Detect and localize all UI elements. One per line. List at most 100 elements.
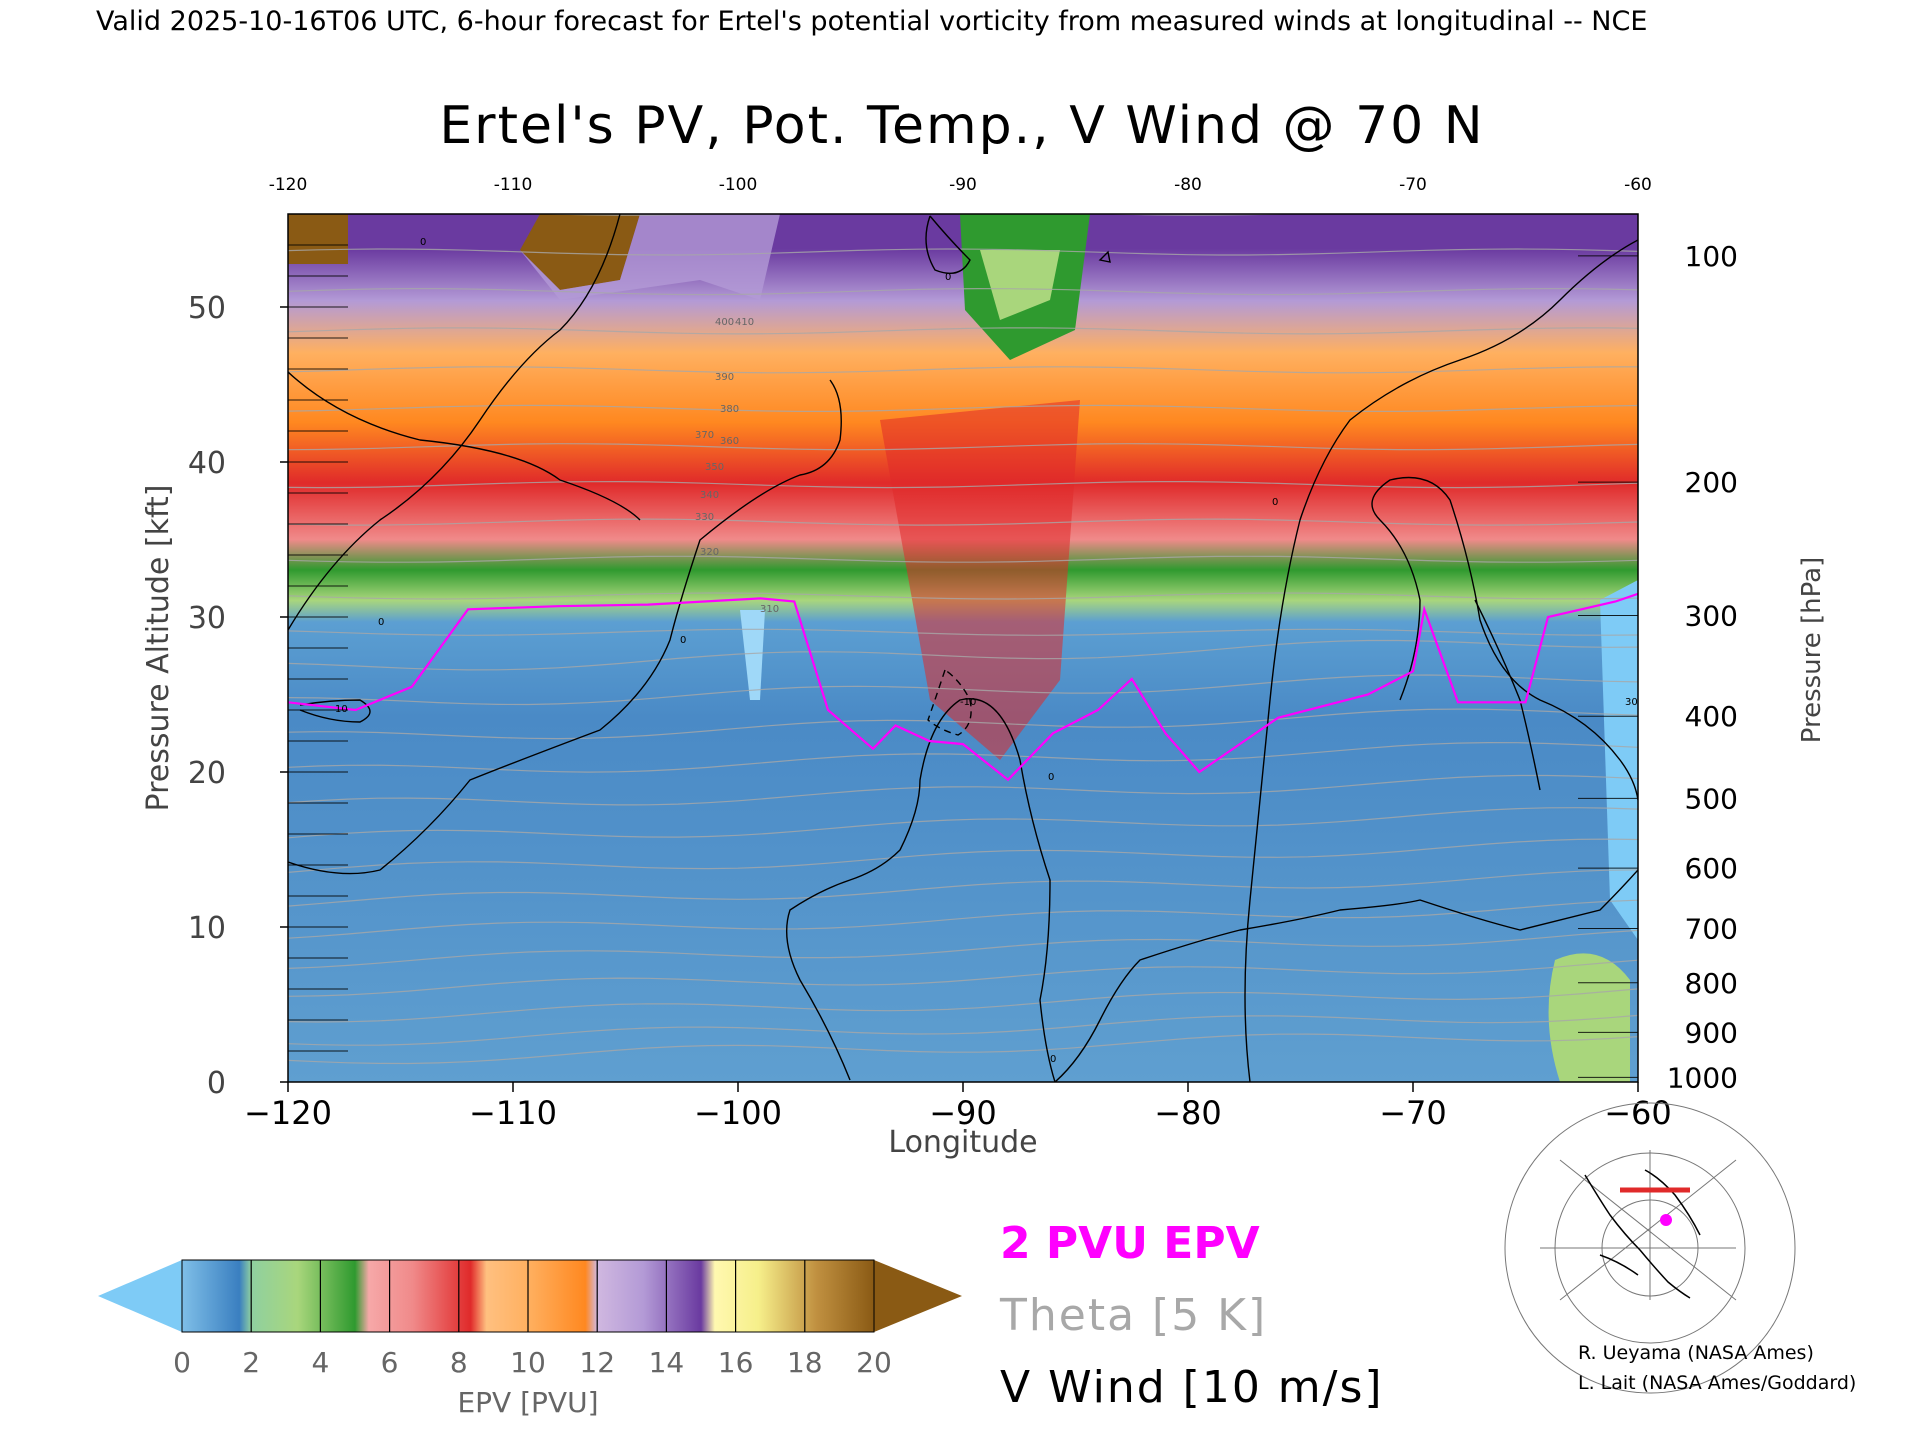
top-tick-label: -110 (494, 175, 533, 195)
x-tick-label: −100 (694, 1094, 782, 1132)
valid-time-header: Valid 2025-10-16T06 UTC, 6-hour forecast… (96, 6, 1647, 37)
colorbar-tick-label: 20 (856, 1346, 892, 1379)
theta-line (288, 88, 1638, 94)
y-tick-label: 10 (188, 911, 226, 946)
theta-line (288, 959, 1638, 997)
contour-label: 0 (1050, 1054, 1056, 1065)
theta-line (288, 518, 1638, 526)
epv-purple-band (288, 214, 780, 300)
theta-line (288, 708, 1638, 740)
colorbar-tick-label: 4 (311, 1346, 329, 1379)
plot-area: 0010000030-10031032033034035036037038039… (288, 47, 1638, 1082)
epv-high-patch-northwest (288, 214, 348, 264)
pressure-tick-label: 900 (1685, 1016, 1738, 1049)
epv-green-bump-east (1548, 953, 1630, 1082)
contour-label: 0 (680, 635, 686, 646)
v-wind-contours (288, 214, 1638, 1082)
epv-light-blue-east-edge (1600, 580, 1638, 940)
contour-label: 340 (700, 490, 719, 501)
y-tick-label: 0 (207, 1066, 226, 1101)
top-tick-label: -90 (949, 175, 977, 195)
epv-high-patch-brown (520, 214, 640, 290)
top-tick-label: -120 (269, 175, 308, 195)
v-wind-line (1371, 476, 1638, 801)
colorbar-under-arrow (98, 1260, 182, 1332)
contour-label: 0 (1272, 497, 1278, 508)
theta-line (288, 774, 1638, 806)
colorbar-ticks: 0 2 4 6 8 10 12 14 16 18 20 (173, 1259, 892, 1379)
x-tick-label: −110 (469, 1094, 557, 1132)
theta-line (288, 807, 1638, 839)
x-tick-label: −80 (1154, 1094, 1222, 1132)
theta-line (288, 741, 1638, 773)
y-tick-label: 20 (188, 756, 226, 791)
v-wind-negative-line (927, 669, 972, 736)
theta-line (288, 47, 1638, 53)
contour-label: 30 (1625, 697, 1638, 708)
top-tick-label: -80 (1174, 175, 1202, 195)
credit-line: R. Ueyama (NASA Ames) (1578, 1342, 1814, 1364)
theta-line (288, 899, 1638, 939)
v-wind-line (288, 214, 621, 631)
contour-label: 320 (700, 547, 719, 558)
y2-axis-label: Pressure [hPa] (1797, 557, 1827, 744)
colorbar-tick-label: 10 (510, 1346, 546, 1379)
y-axis-pressure: 100 200 300 400 500 600 700 800 900 1000 (1578, 240, 1738, 1094)
x-axis-top: -120 -110 -100 -90 -80 -70 -60 (269, 175, 1652, 195)
theta-line (288, 443, 1638, 451)
pressure-tick-label: 1000 (1667, 1061, 1738, 1094)
theta-line (288, 366, 1638, 374)
x-axis-label: Longitude (888, 1125, 1037, 1160)
colorbar-tick-label: 2 (242, 1346, 260, 1379)
pressure-tick-label: 500 (1685, 782, 1738, 815)
pressure-tick-label: 700 (1685, 913, 1738, 946)
theta-line (288, 639, 1638, 671)
contour-label: 0 (945, 272, 951, 283)
v-wind-line (925, 215, 971, 274)
colorbar-tick-label: 0 (173, 1346, 191, 1379)
theta-line (288, 869, 1638, 907)
v-wind-line (288, 371, 641, 521)
pressure-tick-label: 400 (1685, 700, 1738, 733)
pressure-tick-label: 100 (1685, 240, 1738, 273)
top-tick-label: -70 (1399, 175, 1427, 195)
pressure-tick-label: 200 (1685, 466, 1738, 499)
theta-line (288, 988, 1638, 1023)
v-wind-line (288, 379, 842, 875)
contour-label: 390 (715, 372, 734, 383)
theta-line (288, 674, 1638, 706)
contour-label: 360 (720, 436, 739, 447)
x-tick-label: −70 (1379, 1094, 1447, 1132)
theta-line (288, 480, 1638, 489)
legend: 2 PVU EPV Theta [5 K] V Wind [10 m/s] (999, 1218, 1384, 1413)
theta-line (288, 404, 1638, 412)
y-tick-label: 40 (188, 446, 226, 481)
contour-label: 410 (735, 317, 754, 328)
theta-contours (288, 47, 1638, 1065)
colorbar-outline (181, 1259, 875, 1333)
y-tick-label: 30 (188, 601, 226, 636)
colorbar-tick-label: 16 (718, 1346, 754, 1379)
theta-line (288, 1014, 1638, 1046)
x-axis: −120 −110 −100 −90 −80 −70 −60 (244, 1082, 1672, 1132)
colorbar-tick-label: 18 (787, 1346, 823, 1379)
contour-label: 310 (760, 604, 779, 615)
colorbar-over-arrow (874, 1260, 962, 1332)
v-wind-line (1098, 250, 1111, 263)
legend-v-wind: V Wind [10 m/s] (1000, 1362, 1384, 1413)
y-tick-label: 50 (188, 291, 226, 326)
theta-line (288, 287, 1638, 296)
colorbar-tick-label: 14 (649, 1346, 685, 1379)
pressure-tick-label: 800 (1685, 967, 1738, 1000)
contour-label: 380 (720, 404, 739, 415)
contour-label: 350 (705, 462, 724, 473)
contour-label: -10 (960, 697, 976, 708)
v-wind-line (1054, 869, 1638, 1082)
contour-label: 0 (378, 617, 384, 628)
contour-label: 0 (420, 237, 426, 248)
theta-line (288, 628, 1638, 636)
contour-label: 0 (1048, 772, 1054, 783)
epv-light-blue-streak (740, 610, 765, 700)
v-wind-line (785, 698, 1056, 1082)
